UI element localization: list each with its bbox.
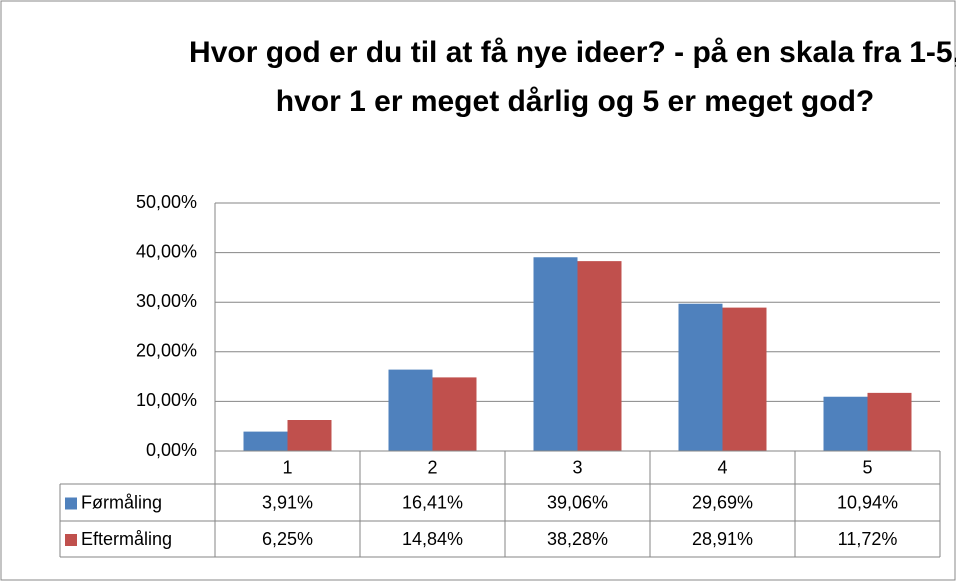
bar (533, 257, 578, 451)
table-value: 10,94% (837, 492, 898, 512)
legend-label: Eftermåling (81, 529, 172, 549)
y-tick-label: 50,00% (136, 192, 197, 212)
table-value: 16,41% (402, 492, 463, 512)
table-value: 3,91% (262, 492, 313, 512)
legend-swatch (65, 534, 77, 546)
y-tick-label: 40,00% (136, 241, 197, 261)
chart-title: Hvor god er du til at få nye ideer? - på… (189, 36, 956, 118)
x-tick-label: 2 (427, 457, 437, 477)
table-value: 6,25% (262, 529, 313, 549)
y-tick-label: 20,00% (136, 341, 197, 361)
y-tick-label: 10,00% (136, 390, 197, 410)
table-value: 28,91% (692, 529, 753, 549)
bar (577, 261, 622, 451)
bar (388, 369, 433, 451)
y-tick-label: 30,00% (136, 291, 197, 311)
x-tick-label: 4 (717, 457, 727, 477)
bar (722, 307, 767, 451)
bar (287, 420, 332, 451)
bar (678, 303, 723, 451)
bar (823, 396, 868, 451)
x-tick-label: 1 (282, 457, 292, 477)
table-value: 38,28% (547, 529, 608, 549)
table-value: 14,84% (402, 529, 463, 549)
bar (432, 377, 477, 451)
bar (867, 392, 912, 451)
x-tick-label: 3 (572, 457, 582, 477)
x-tick-label: 5 (862, 457, 872, 477)
table-value: 29,69% (692, 492, 753, 512)
bar (243, 431, 288, 451)
table-value: 39,06% (547, 492, 608, 512)
legend-label: Førmåling (81, 492, 162, 512)
table-value: 11,72% (838, 529, 898, 549)
y-tick-label: 0,00% (146, 440, 197, 460)
legend-swatch (65, 497, 77, 510)
